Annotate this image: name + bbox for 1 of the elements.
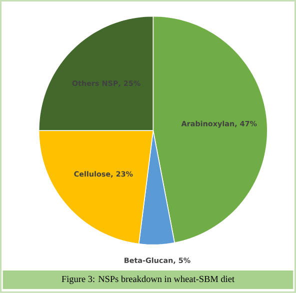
- caption: Figure 3: NSPs breakdown in wheat-SBM diet: [62, 276, 234, 284]
